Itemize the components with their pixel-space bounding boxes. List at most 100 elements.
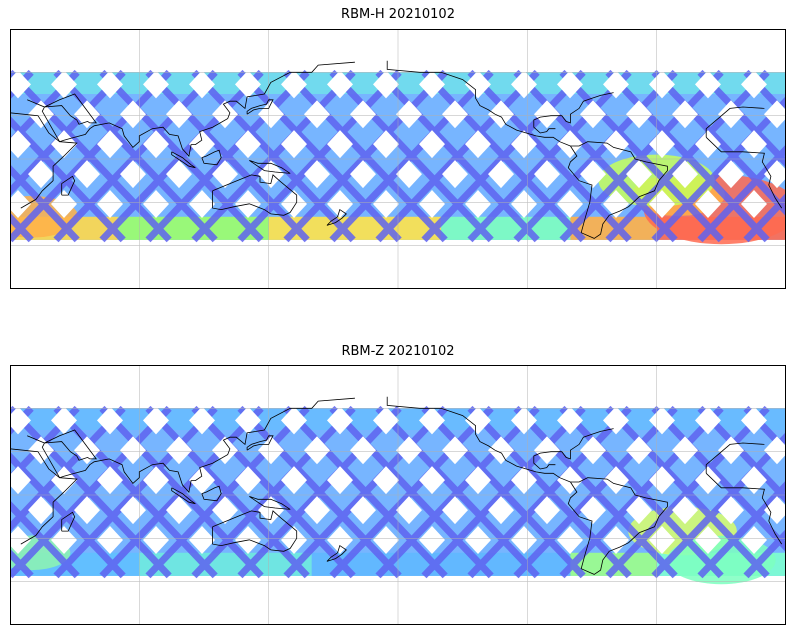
gap-diamond <box>580 496 606 525</box>
gap-diamond <box>327 70 353 99</box>
track-desc-35 <box>697 144 786 243</box>
gap-diamond <box>396 436 422 465</box>
track-desc-33 <box>605 405 770 579</box>
gap-diamond <box>51 526 77 555</box>
track-desc-36 <box>743 528 786 579</box>
gap-diamond <box>695 190 721 219</box>
gap-diamond <box>695 406 721 435</box>
gap-diamond <box>304 160 330 189</box>
gap-diamond <box>488 160 514 189</box>
track-asc-36 <box>743 405 786 456</box>
map-frame <box>10 29 786 289</box>
track-desc-22 <box>99 405 264 579</box>
gap-diamond <box>649 70 675 99</box>
gap-diamond <box>511 190 537 219</box>
gap-diamond <box>189 406 215 435</box>
gap-diamond <box>304 436 330 465</box>
gap-diamond <box>741 526 767 555</box>
australia-coast <box>212 174 298 216</box>
gap-diamond <box>764 496 786 525</box>
gap-diamond <box>327 130 353 159</box>
gap-diamond <box>327 406 353 435</box>
track-desc-21 <box>53 405 218 579</box>
gap-diamond <box>350 100 376 129</box>
gap-diamond <box>672 100 698 129</box>
gap-diamond <box>281 466 307 495</box>
new-guinea-coast <box>249 496 291 510</box>
gap-diamond <box>350 436 376 465</box>
gap-diamond <box>465 466 491 495</box>
gap-diamond <box>143 526 169 555</box>
gap-diamond <box>419 466 445 495</box>
gap-diamond <box>603 526 629 555</box>
gap-diamond <box>28 160 54 189</box>
gap-diamond <box>235 70 261 99</box>
track-desc-25 <box>237 405 402 579</box>
gap-diamond <box>396 160 422 189</box>
gap-diamond <box>649 406 675 435</box>
gap-diamond <box>212 160 238 189</box>
gap-diamond <box>74 496 100 525</box>
gap-diamond <box>419 526 445 555</box>
track-desc-19 <box>10 405 126 533</box>
map-frame <box>10 365 786 625</box>
south-band-segment-3 <box>441 216 571 240</box>
gap-diamond <box>281 526 307 555</box>
gap-diamond <box>212 100 238 129</box>
panel-title-rbm-h: RBM-H 20210102 <box>341 7 455 22</box>
gap-diamond <box>97 526 123 555</box>
gap-diamond <box>281 130 307 159</box>
gap-diamond <box>396 100 422 129</box>
japan-coast <box>246 435 274 451</box>
gap-diamond <box>603 406 629 435</box>
track-desc-22 <box>99 69 264 243</box>
gap-diamond <box>557 526 583 555</box>
gap-diamond <box>51 190 77 219</box>
gap-diamond <box>603 466 629 495</box>
gap-diamond <box>373 190 399 219</box>
gap-diamond <box>74 100 100 129</box>
gap-diamond <box>442 496 468 525</box>
gap-diamond <box>143 70 169 99</box>
gap-diamond <box>764 160 786 189</box>
gap-diamond <box>718 496 744 525</box>
gap-diamond <box>304 496 330 525</box>
gap-diamond <box>465 406 491 435</box>
gap-diamond <box>649 526 675 555</box>
track-desc-18 <box>10 405 80 485</box>
gap-diamond <box>672 496 698 525</box>
gap-diamond <box>350 496 376 525</box>
track-desc-28 <box>375 69 540 243</box>
track-desc-25 <box>237 69 402 243</box>
track-desc-31 <box>513 405 678 579</box>
gap-diamond <box>327 466 353 495</box>
orbit-tracks <box>10 405 786 579</box>
gap-diamond <box>741 466 767 495</box>
track-desc-26 <box>283 69 448 243</box>
track-desc-30 <box>467 405 632 579</box>
gap-diamond <box>10 406 31 435</box>
coastlines <box>10 396 783 575</box>
track-desc-27 <box>329 405 494 579</box>
gap-diamond <box>235 466 261 495</box>
map-panel-rbm-z <box>10 365 786 625</box>
track-desc-23 <box>145 69 310 243</box>
gap-diamond <box>166 496 192 525</box>
gap-diamond <box>97 190 123 219</box>
track-desc-33 <box>605 69 770 243</box>
gap-diamond <box>51 466 77 495</box>
gap-diamond <box>741 406 767 435</box>
gap-diamond <box>143 190 169 219</box>
map-content <box>10 29 786 289</box>
gap-diamond <box>166 436 192 465</box>
track-desc-29 <box>421 69 586 243</box>
south-america-coast <box>567 141 668 239</box>
gap-diamond <box>534 100 560 129</box>
gap-diamond <box>603 130 629 159</box>
gap-diamond <box>741 190 767 219</box>
gap-diamond <box>626 496 652 525</box>
gap-diamond <box>10 526 31 555</box>
gap-diamond <box>465 70 491 99</box>
gap-diamond <box>258 100 284 129</box>
track-desc-23 <box>145 405 310 579</box>
